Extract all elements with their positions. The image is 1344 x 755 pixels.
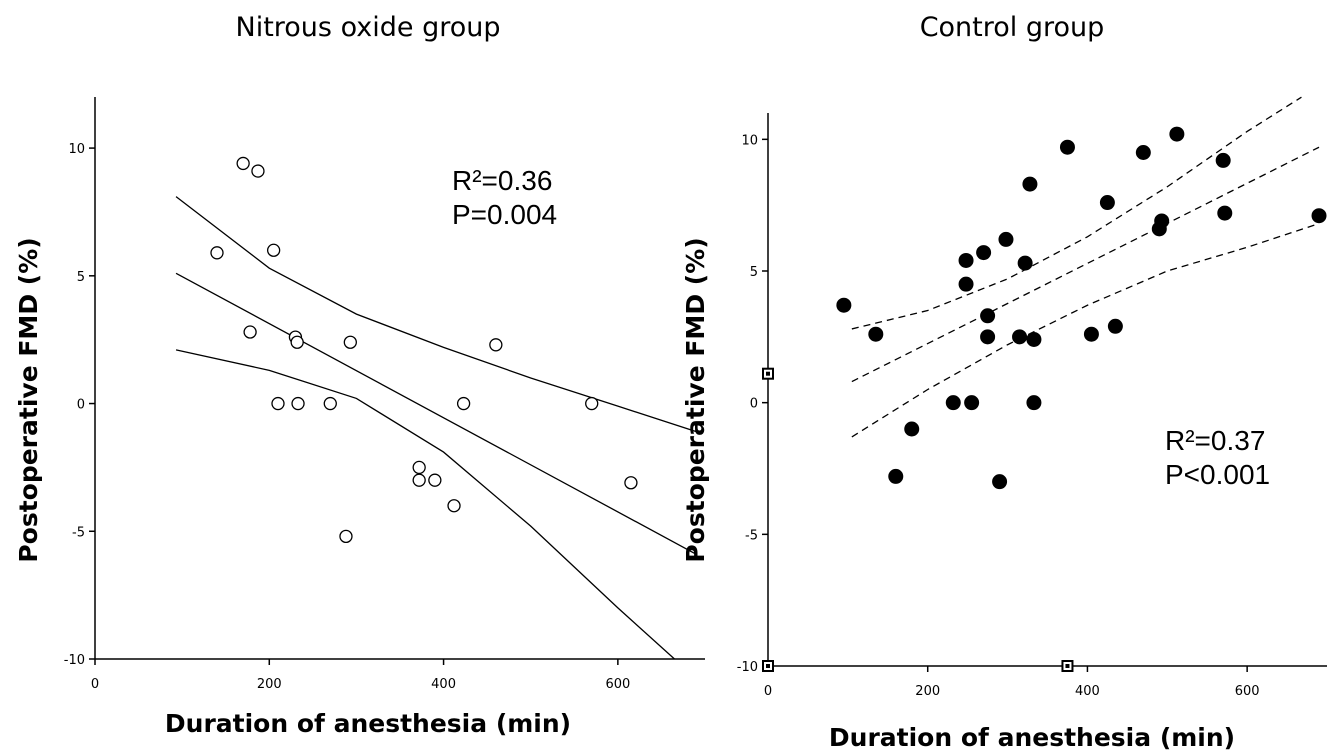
data-point [980,329,996,345]
ci-upper-curve [175,196,697,433]
x-tick-label: 600 [1235,684,1260,699]
data-point [1107,318,1123,334]
data-point [1083,326,1099,342]
data-point [343,335,357,349]
data-point [290,335,304,349]
data-point [992,474,1008,490]
r-squared-annotation: R²=0.37 [1165,425,1265,456]
data-point [1059,139,1075,155]
data-point [964,395,980,411]
data-point [888,468,904,484]
y-tick-label: 0 [750,397,758,412]
data-point [980,308,996,324]
data-point [1017,255,1033,271]
data-point [271,396,285,411]
data-point [836,297,852,313]
y-tick-label: 0 [77,398,85,413]
data-point [456,396,471,411]
y-tick-label: 5 [77,270,85,285]
plot-area: -10 -5 0 5 10 0 200 400 600 [64,97,705,692]
y-tick-label: -10 [737,660,758,675]
offscale-marker-core [766,371,770,376]
regression-line [175,272,697,555]
ci-lower-curve [175,349,675,660]
data-point [1217,205,1233,221]
chart-title: Nitrous oxide group [236,12,501,43]
data-point [1012,329,1028,345]
nitrous-oxide-chart: Nitrous oxide group Duration of anesthes… [14,12,705,738]
x-tick-label: 400 [1075,684,1100,699]
y-tick-label: 10 [741,133,758,148]
x-tick-label: 0 [764,684,772,699]
data-point [291,396,305,411]
data-point [998,231,1014,247]
x-axis-label: Duration of anesthesia (min) [165,709,571,738]
data-point [339,529,353,544]
data-point [236,156,250,171]
data-point [1215,152,1231,168]
data-point [1026,395,1042,411]
y-tick-label: -10 [64,653,85,668]
y-axis-label: Postoperative FMD (%) [14,237,43,562]
x-tick-label: 400 [431,677,456,692]
data-point [428,473,442,487]
x-tick-label: 200 [257,677,282,692]
data-point [1022,176,1038,192]
offscale-marker-core [1065,664,1070,668]
regression-line [851,146,1320,383]
data-point [945,395,961,411]
ci-upper-curve [851,96,1302,330]
data-point [412,460,426,475]
data-point [1154,213,1170,229]
data-point [976,245,992,261]
data-point [1099,195,1115,211]
y-tick-label: -5 [72,525,85,540]
x-tick-label: 600 [605,677,630,692]
y-axis-label: Postoperative FMD (%) [681,237,710,562]
data-point [1026,331,1042,347]
data-point [266,243,281,257]
data-point [904,421,920,437]
data-point [243,325,257,339]
data-point [251,164,265,178]
data-point [489,338,503,352]
data-point [323,396,337,411]
r-squared-annotation: R²=0.36 [452,165,552,196]
x-tick-label: 200 [915,684,940,699]
data-point [210,246,224,260]
data-point [585,396,599,411]
plot-area: -10 -5 0 5 10 0 200 400 600 [737,96,1327,699]
data-point [868,326,884,342]
offscale-marker-core [766,664,770,668]
y-tick-label: 5 [750,265,758,280]
control-chart: Control group Duration of anesthesia (mi… [681,12,1327,752]
chart-title: Control group [920,12,1105,43]
x-tick-label: 0 [91,677,99,692]
data-point [1169,126,1185,142]
ci-lower-curve [851,222,1320,438]
p-value-annotation: P<0.001 [1165,459,1270,490]
data-point [412,473,426,487]
p-value-annotation: P=0.004 [452,199,557,230]
data-point [958,276,974,292]
data-point [624,476,638,490]
data-point [958,252,974,268]
data-point [1135,145,1151,160]
y-tick-label: -5 [745,528,758,543]
x-axis-label: Duration of anesthesia (min) [829,723,1235,752]
y-tick-label: 10 [68,142,85,157]
data-point [1311,208,1327,224]
data-point [447,499,461,513]
